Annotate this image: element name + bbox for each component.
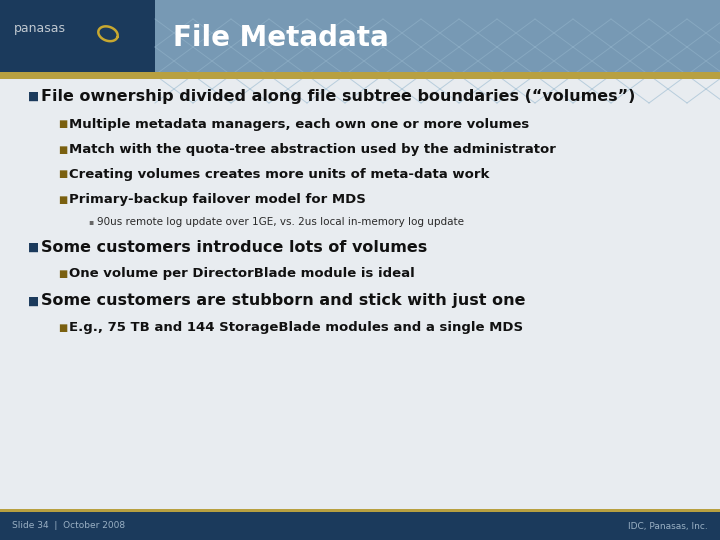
Text: Some customers introduce lots of volumes: Some customers introduce lots of volumes: [41, 240, 427, 254]
Text: Match with the quota-tree abstraction used by the administrator: Match with the quota-tree abstraction us…: [69, 143, 556, 156]
Text: ■: ■: [28, 240, 39, 253]
Text: Some customers are stubborn and stick with just one: Some customers are stubborn and stick wi…: [41, 294, 526, 308]
Text: panasas: panasas: [14, 22, 66, 35]
Bar: [0, 72, 720, 79]
Text: Slide 34  |  October 2008: Slide 34 | October 2008: [12, 522, 125, 530]
Text: ▪: ▪: [88, 218, 93, 226]
Bar: [155, 0, 720, 75]
Text: ■: ■: [58, 145, 67, 154]
Text: ■: ■: [58, 194, 67, 205]
Text: ■: ■: [58, 170, 67, 179]
Text: File Metadata: File Metadata: [173, 24, 389, 51]
Text: Creating volumes creates more units of meta-data work: Creating volumes creates more units of m…: [69, 168, 490, 181]
Text: File ownership divided along file subtree boundaries (“volumes”): File ownership divided along file subtre…: [41, 89, 635, 104]
Text: Multiple metadata managers, each own one or more volumes: Multiple metadata managers, each own one…: [69, 118, 529, 131]
Text: Primary-backup failover model for MDS: Primary-backup failover model for MDS: [69, 193, 366, 206]
Bar: [0, 0, 155, 75]
Text: ■: ■: [58, 269, 67, 279]
Text: ■: ■: [28, 294, 39, 307]
Text: ■: ■: [58, 119, 67, 130]
Text: ■: ■: [58, 323, 67, 333]
Bar: [0, 509, 720, 512]
Text: One volume per DirectorBlade module is ideal: One volume per DirectorBlade module is i…: [69, 267, 415, 280]
Text: ■: ■: [28, 90, 39, 103]
Text: 90us remote log update over 1GE, vs. 2us local in-memory log update: 90us remote log update over 1GE, vs. 2us…: [97, 217, 464, 227]
Text: E.g., 75 TB and 144 StorageBlade modules and a single MDS: E.g., 75 TB and 144 StorageBlade modules…: [69, 321, 523, 334]
Bar: [0, 512, 720, 540]
Text: IDC, Panasas, Inc.: IDC, Panasas, Inc.: [629, 522, 708, 530]
Bar: [155, 0, 720, 75]
